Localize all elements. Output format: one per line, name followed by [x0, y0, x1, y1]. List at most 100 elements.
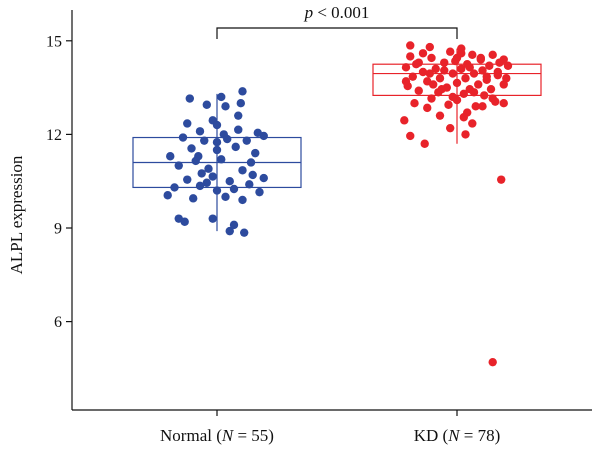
data-point — [418, 67, 428, 77]
y-tick-label: 6 — [54, 314, 62, 331]
significance-bracket: p < 0.001 — [216, 3, 458, 39]
data-point — [457, 64, 466, 74]
data-point — [425, 42, 434, 52]
data-point — [189, 194, 198, 203]
data-point — [427, 94, 436, 103]
data-point — [183, 175, 192, 184]
data-point — [406, 41, 415, 50]
data-point — [478, 102, 487, 111]
data-point — [459, 89, 468, 99]
data-point — [183, 119, 192, 128]
data-point — [208, 214, 217, 223]
y-axis-label: ALPL expression — [7, 155, 26, 274]
data-point — [412, 59, 421, 69]
data-point — [197, 169, 206, 178]
data-point — [448, 92, 457, 102]
data-point — [465, 63, 474, 72]
data-point — [410, 99, 419, 108]
data-point — [236, 99, 245, 108]
data-point — [225, 177, 234, 186]
data-point — [459, 113, 468, 122]
data-point — [208, 172, 217, 181]
data-point — [444, 100, 453, 109]
data-point — [212, 186, 222, 195]
y-ticks: 6 9 12 15 — [46, 33, 72, 331]
data-point — [425, 69, 434, 78]
data-point — [461, 130, 470, 139]
y-tick-label: 9 — [54, 221, 62, 238]
data-point — [493, 67, 502, 77]
data-point — [231, 142, 240, 152]
data-point — [221, 102, 230, 111]
data-point — [418, 49, 428, 58]
data-point — [255, 187, 264, 197]
data-point — [242, 136, 251, 145]
bracket-line — [216, 27, 458, 39]
data-point — [495, 58, 504, 67]
data-point — [178, 133, 188, 142]
p-value-label: p < 0.001 — [304, 3, 370, 22]
data-point — [229, 220, 239, 230]
x-ticks: Normal (N = 55) KD (N = 78) — [160, 410, 500, 445]
data-point — [499, 99, 508, 108]
data-point — [180, 217, 189, 226]
data-point — [423, 103, 432, 113]
data-point — [217, 155, 226, 164]
data-point — [488, 50, 497, 60]
data-point — [457, 49, 466, 58]
data-point — [251, 148, 260, 158]
group-kd — [372, 41, 542, 367]
data-point — [212, 120, 222, 130]
data-point — [478, 66, 487, 75]
data-point — [204, 164, 213, 173]
data-point — [435, 111, 445, 120]
data-point — [502, 74, 511, 83]
data-point — [448, 69, 457, 78]
data-point — [229, 184, 239, 194]
data-point — [238, 195, 247, 205]
data-point — [246, 158, 256, 167]
data-point — [400, 116, 409, 125]
y-tick-label: 12 — [46, 127, 62, 144]
data-point — [420, 139, 429, 148]
group-normal — [132, 87, 302, 237]
data-point — [221, 192, 230, 201]
data-point — [212, 145, 222, 155]
data-point — [166, 152, 175, 161]
data-point — [406, 131, 415, 141]
data-point — [259, 131, 268, 141]
data-point — [174, 161, 183, 170]
data-point — [431, 64, 440, 74]
data-point — [474, 80, 483, 89]
data-point — [486, 84, 496, 94]
data-point — [469, 69, 479, 78]
data-point — [497, 175, 506, 184]
data-point — [440, 58, 449, 67]
data-point — [440, 66, 449, 75]
data-point — [191, 156, 200, 166]
x-tick-label: Normal (N = 55) — [160, 426, 274, 445]
data-point — [468, 119, 477, 128]
data-point — [427, 53, 436, 63]
data-point — [471, 102, 480, 111]
data-point — [187, 144, 196, 153]
data-point — [408, 72, 417, 81]
data-point — [195, 181, 205, 191]
data-point — [195, 127, 205, 136]
data-point — [202, 100, 211, 109]
data-point — [488, 357, 497, 367]
data-point — [469, 88, 479, 97]
data-point — [446, 123, 455, 133]
data-point — [240, 228, 249, 237]
data-point — [488, 94, 497, 103]
data-point — [185, 94, 194, 103]
x-tick-label: KD (N = 78) — [414, 426, 501, 445]
data-point — [480, 91, 489, 100]
data-point — [406, 52, 415, 61]
data-point — [248, 170, 257, 180]
data-point — [414, 86, 423, 95]
data-point — [435, 74, 445, 83]
data-point — [452, 78, 462, 88]
data-point — [170, 183, 179, 192]
